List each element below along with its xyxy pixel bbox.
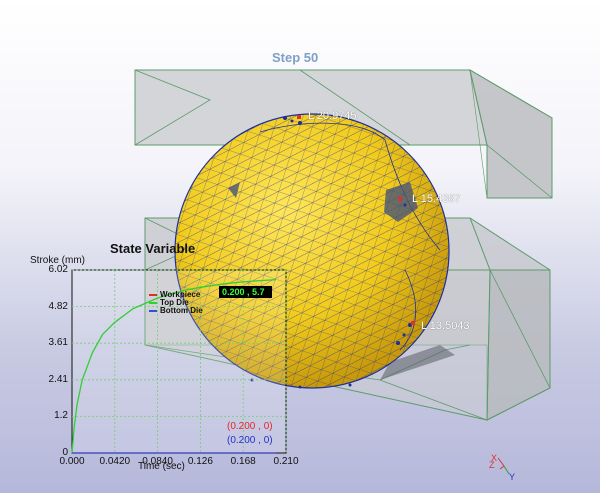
measurement-prefix: L (421, 320, 427, 332)
x-tick-label: 0.000 (59, 456, 85, 467)
legend-label: Workpiece (160, 290, 201, 299)
chart-legend: Workpiece Top Die Bottom Die (149, 291, 203, 315)
measurement-label-right: L 15.4387 (412, 193, 461, 205)
x-tick-label: 0.0420 (99, 456, 131, 467)
y-tick-label: 6.02 (48, 264, 68, 275)
measurement-prefix: L (308, 110, 314, 122)
y-tick-label: 2.41 (48, 373, 68, 385)
x-tick-label: 0.210 (273, 456, 299, 467)
axis-x-label: X (491, 453, 498, 463)
chart-plot-area (71, 269, 287, 454)
x-tick-label: 0.168 (230, 456, 256, 467)
legend-item-top-die: Top Die (149, 299, 203, 307)
axis-y-label: Y (509, 472, 516, 482)
axis-z-label: Z (489, 460, 495, 470)
x-tick-label: 0.126 (187, 456, 213, 467)
y-tick-label: 4.82 (48, 300, 68, 312)
axis-triad (497, 457, 510, 475)
chart-y-axis-label: Stroke (mm) (30, 255, 85, 266)
series-line-top-die (71, 279, 276, 454)
contact-markers (250, 116, 412, 389)
legend-item-workpiece: Workpiece (149, 291, 203, 299)
measurement-prefix: L (412, 193, 418, 205)
y-tick-label: 1.2 (54, 410, 68, 422)
chart-grid (72, 269, 287, 453)
measurement-markers (297, 115, 415, 325)
measurement-value: 13.5043 (429, 320, 470, 332)
measurement-value: 20.9745 (316, 110, 357, 122)
measurement-label-top: L 20.9745 (308, 110, 357, 122)
y-tick-label: 3.61 (48, 337, 68, 349)
legend-item-bottom-die: Bottom Die (149, 307, 203, 315)
chart-x-axis-label: Time (sec) (138, 461, 185, 472)
chart-title: State Variable (110, 241, 196, 256)
legend-label: Bottom Die (160, 306, 203, 315)
state-variable-chart[interactable] (71, 269, 287, 454)
x-tick-label: 0.0840 (142, 456, 173, 467)
value-readout-box: 0.200 , 5.7 (219, 286, 272, 298)
measurement-value: 15.4387 (420, 193, 461, 205)
readout-bottom-die: (0.200 , 0) (227, 435, 273, 446)
readout-workpiece: (0.200 , 0) (227, 421, 273, 432)
legend-label: Top Die (160, 298, 189, 307)
y-tick-label: 0 (62, 447, 68, 458)
measurement-label-bottom: L 13.5043 (421, 320, 470, 332)
step-label: Step 50 (272, 50, 319, 65)
chart-series-group (71, 279, 276, 454)
